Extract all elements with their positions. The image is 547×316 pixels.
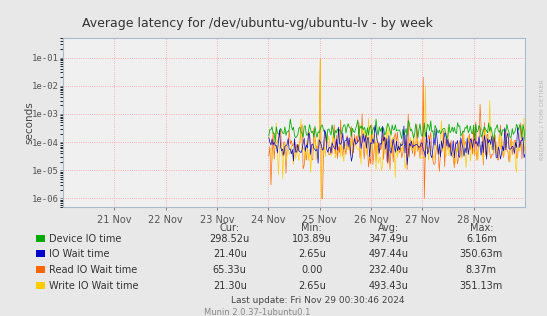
Text: Cur:: Cur: (220, 223, 240, 233)
Text: 493.43u: 493.43u (369, 281, 408, 291)
Text: Write IO Wait time: Write IO Wait time (49, 281, 139, 291)
Text: Min:: Min: (301, 223, 322, 233)
Text: 351.13m: 351.13m (459, 281, 503, 291)
Text: Munin 2.0.37-1ubuntu0.1: Munin 2.0.37-1ubuntu0.1 (204, 308, 310, 316)
Text: 347.49u: 347.49u (368, 234, 409, 244)
Text: IO Wait time: IO Wait time (49, 249, 110, 259)
Text: 21.30u: 21.30u (213, 281, 247, 291)
Text: 2.65u: 2.65u (298, 249, 325, 259)
Text: 232.40u: 232.40u (368, 265, 409, 275)
Text: RRDTOOL / TOBI OETIKER: RRDTOOL / TOBI OETIKER (539, 80, 544, 161)
Text: 2.65u: 2.65u (298, 281, 325, 291)
Text: 21.40u: 21.40u (213, 249, 247, 259)
Y-axis label: seconds: seconds (24, 101, 34, 144)
Text: 6.16m: 6.16m (466, 234, 497, 244)
Text: 350.63m: 350.63m (459, 249, 503, 259)
Text: 0.00: 0.00 (301, 265, 323, 275)
Text: Avg:: Avg: (378, 223, 399, 233)
Text: 103.89u: 103.89u (292, 234, 331, 244)
Text: 8.37m: 8.37m (466, 265, 497, 275)
Text: 65.33u: 65.33u (213, 265, 247, 275)
Text: Last update: Fri Nov 29 00:30:46 2024: Last update: Fri Nov 29 00:30:46 2024 (230, 296, 404, 305)
Text: Read IO Wait time: Read IO Wait time (49, 265, 137, 275)
Text: Average latency for /dev/ubuntu-vg/ubuntu-lv - by week: Average latency for /dev/ubuntu-vg/ubunt… (82, 17, 433, 30)
Text: Device IO time: Device IO time (49, 234, 121, 244)
Text: Max:: Max: (470, 223, 493, 233)
Text: 497.44u: 497.44u (368, 249, 409, 259)
Text: 298.52u: 298.52u (210, 234, 250, 244)
